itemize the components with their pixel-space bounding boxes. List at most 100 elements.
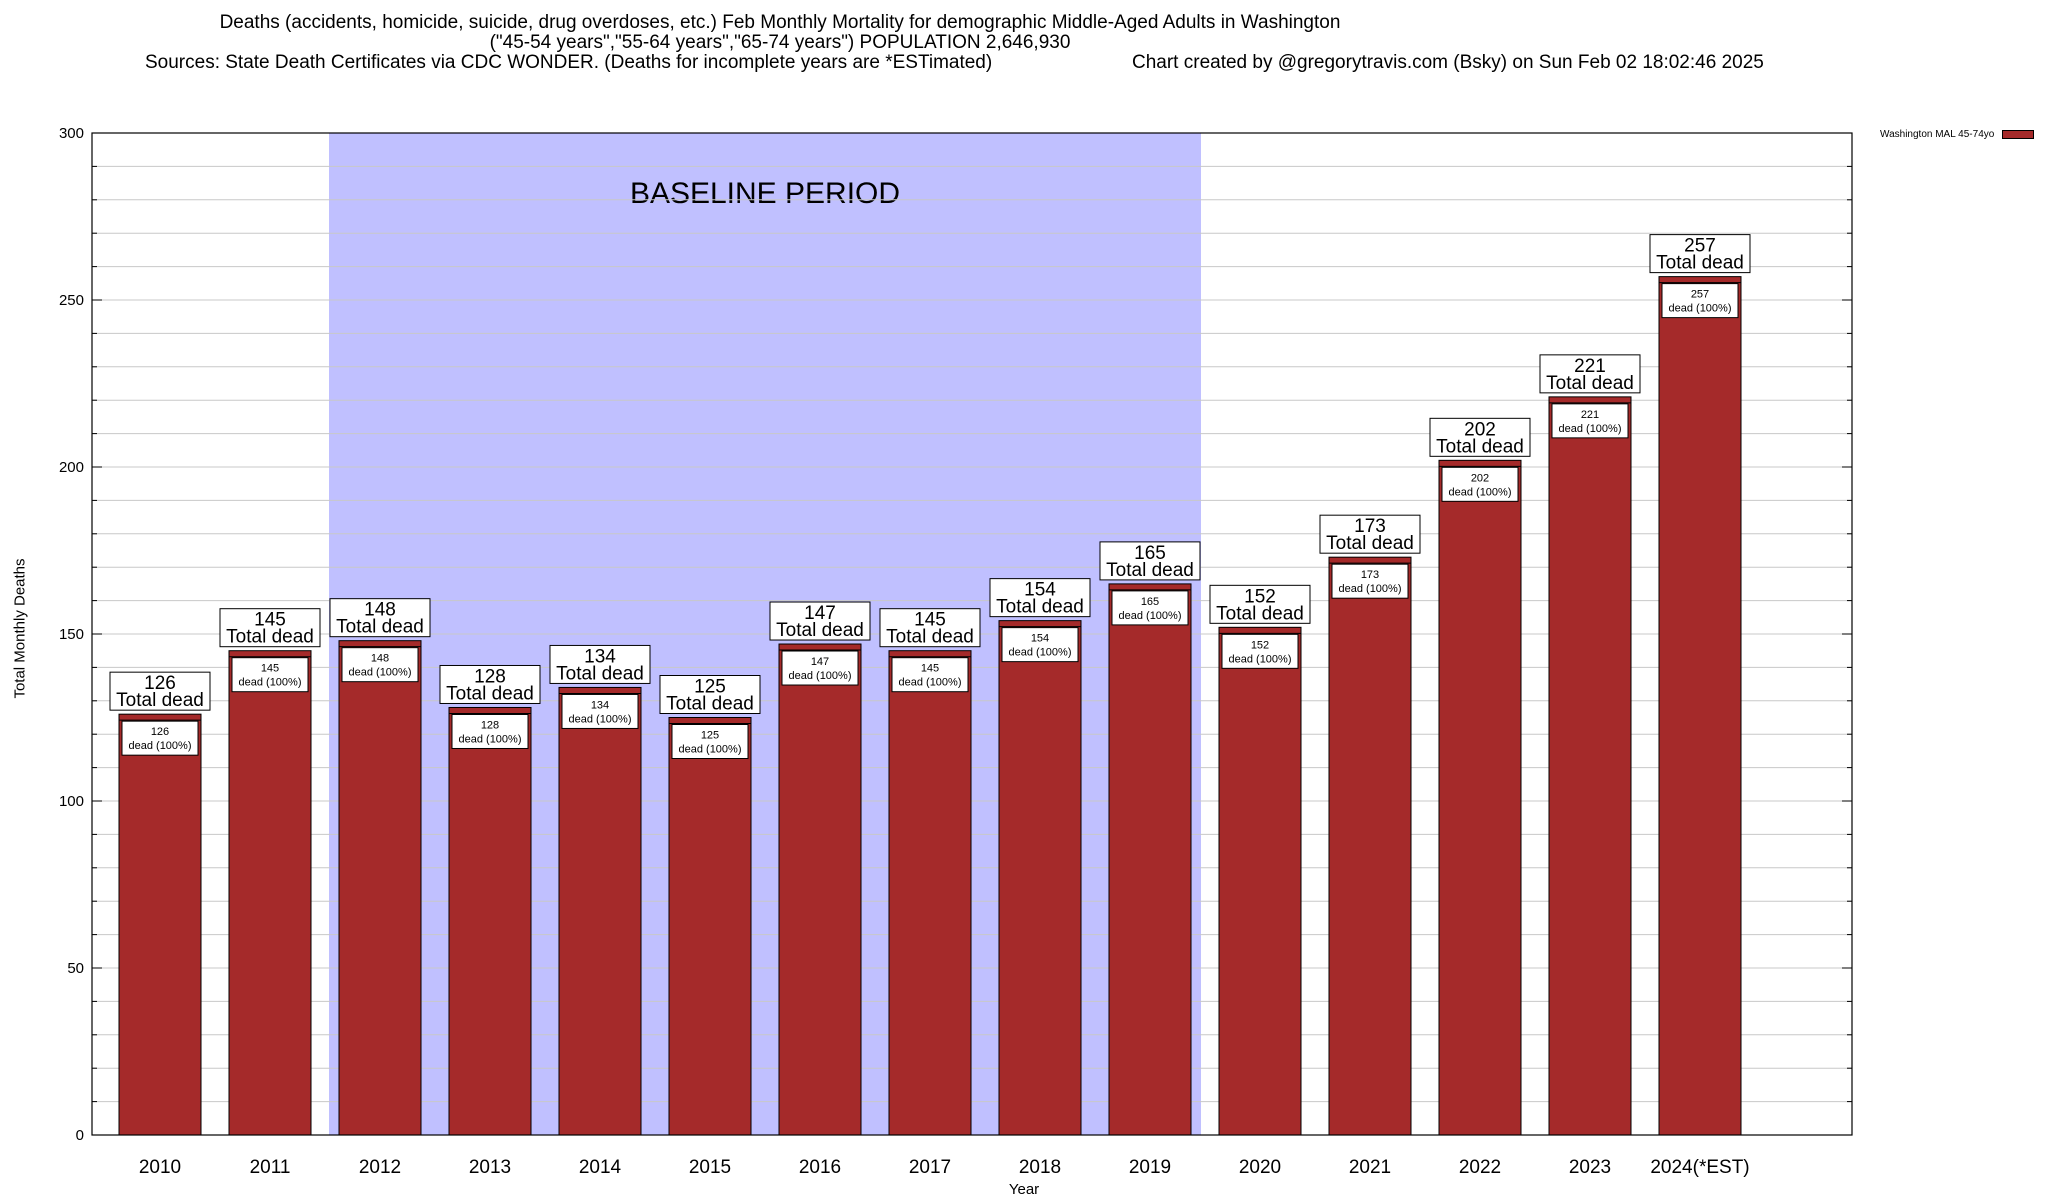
inner-label-text: dead (100%) [1339,583,1402,595]
inner-label-text: dead (100%) [1449,486,1512,498]
bar-2020 [1218,626,1302,1136]
inner-label-box [121,720,199,756]
x-tick-label: 2015 [689,1157,731,1178]
x-tick-label: 2019 [1129,1157,1171,1178]
legend: Washington MAL 45-74yo [1880,129,2035,140]
inner-label-box [451,713,529,749]
top-label-value: 221 [1574,356,1606,377]
legend-label: Washington MAL 45-74yo [1880,129,1995,140]
inner-label-value: 145 [921,663,939,675]
top-label-box [439,664,541,704]
x-tick-label: 2024(*EST) [1650,1157,1749,1178]
inner-label-value: 173 [1361,569,1379,581]
inner-label-text: dead (100%) [1669,303,1732,315]
top-label-value: 202 [1464,419,1496,440]
top-label-value: 152 [1244,586,1276,607]
bar-2024(*EST) [1658,276,1742,1136]
inner-label-text: dead (100%) [349,667,412,679]
top-label-box [109,671,211,711]
inner-label-text: dead (100%) [569,713,632,725]
bar-2011 [228,650,312,1136]
inner-label-value: 221 [1581,409,1599,421]
top-label-box [1539,354,1641,394]
x-tick-label: 2022 [1459,1157,1501,1178]
top-label-box [879,608,981,648]
inner-label-box [231,657,309,693]
inner-label-text: dead (100%) [1119,610,1182,622]
top-label-value: 147 [804,603,836,624]
inner-label-text: dead (100%) [239,677,302,689]
inner-label-box [1221,633,1299,669]
y-axis-label: Total Monthly Deaths [11,558,29,699]
x-axis-label: Year [1008,1181,1040,1198]
inner-label-box [671,724,749,759]
top-label-value: 145 [914,610,946,631]
inner-label-text: dead (100%) [1009,647,1072,659]
top-label-box [1429,417,1531,457]
x-tick-label: 2016 [799,1157,841,1178]
bar-2018 [998,620,1082,1136]
top-label-box [1099,541,1201,581]
legend-swatch [2002,130,2035,139]
y-tick-label: 150 [59,626,84,643]
y-tick-label: 100 [59,793,84,810]
top-label-box [549,644,651,684]
top-label-value: 125 [694,677,726,698]
bar-2014 [558,686,642,1136]
top-label-box [1209,584,1311,624]
chart-title: Deaths (accidents, homicide, suicide, dr… [219,12,1341,33]
top-label-value: 173 [1354,516,1386,537]
inner-label-value: 134 [591,699,609,711]
x-tick-label: 2014 [579,1157,622,1178]
inner-label-box [781,650,859,686]
top-label-value: 154 [1024,580,1056,601]
baseline-band-label: BASELINE PERIOD [630,177,900,210]
top-label-box [1319,514,1421,554]
inner-label-value: 202 [1471,472,1489,484]
inner-label-box [1331,563,1409,599]
top-label-text: Total dead [1546,373,1634,394]
x-tick-label: 2012 [359,1157,401,1178]
plot-frame [91,132,1853,1136]
inner-label-value: 145 [261,663,279,675]
inner-label-value: 154 [1031,633,1049,645]
inner-label-value: 165 [1141,596,1159,608]
bar-2022 [1438,459,1522,1136]
x-tick-label: 2018 [1019,1157,1061,1178]
inner-label-value: 125 [701,730,719,742]
bar-2016 [778,643,862,1136]
top-label-text: Total dead [336,617,424,638]
inner-label-text: dead (100%) [679,744,742,756]
inner-label-value: 128 [481,719,499,731]
x-tick-label: 2011 [250,1157,291,1178]
top-label-text: Total dead [1326,533,1414,554]
bar-2012 [338,640,422,1136]
bar-2010 [118,713,202,1136]
top-label-box [989,578,1091,618]
top-label-text: Total dead [1436,436,1524,457]
x-tick-label: 2013 [469,1157,511,1178]
bar-2017 [888,650,972,1136]
y-tick-label: 50 [67,960,84,977]
inner-label-text: dead (100%) [789,670,852,682]
inner-label-box [1661,283,1739,319]
inner-label-value: 148 [371,653,389,665]
chart-credit: Chart created by @gregorytravis.com (Bsk… [1132,52,1764,73]
inner-label-box [1111,590,1189,626]
top-label-text: Total dead [446,683,534,704]
top-label-text: Total dead [226,627,314,648]
top-label-box [659,675,761,714]
inner-label-box [891,657,969,693]
inner-label-box [1001,627,1079,663]
chart-source: Sources: State Death Certificates via CD… [145,52,993,73]
top-label-value: 145 [254,610,286,631]
top-label-box [769,601,871,641]
x-tick-label: 2010 [139,1157,181,1178]
top-label-value: 134 [584,646,616,667]
inner-label-value: 126 [151,726,169,738]
top-label-text: Total dead [776,620,864,641]
bar-2013 [448,706,532,1136]
top-label-value: 165 [1134,543,1166,564]
inner-label-value: 152 [1251,639,1269,651]
bar-2019 [1108,583,1192,1136]
